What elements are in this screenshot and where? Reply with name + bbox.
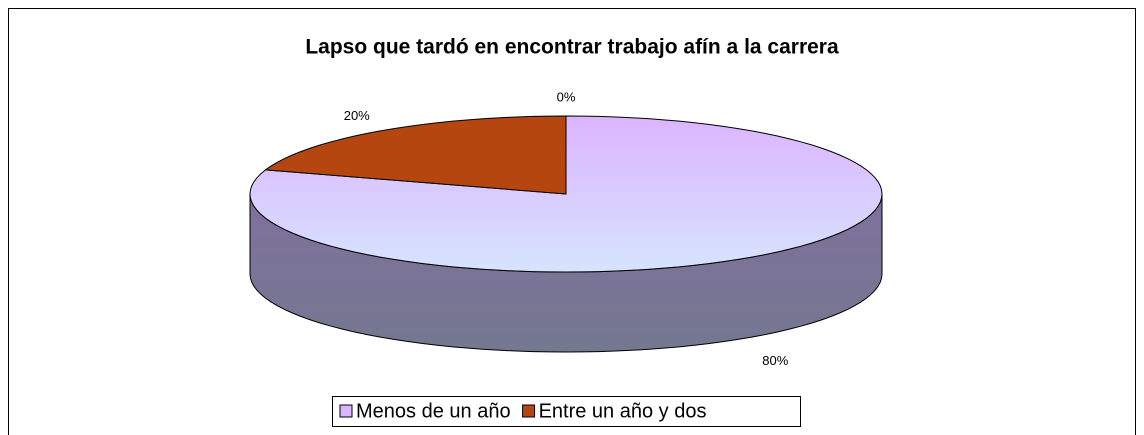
- slice: [264, 115, 567, 195]
- legend-label: Entre un año y dos: [539, 400, 707, 422]
- data-label: 0%: [557, 89, 576, 104]
- legend-label: Menos de un año: [356, 400, 511, 422]
- chart-title: Lapso que tardó en encontrar trabajo afí…: [305, 36, 839, 59]
- legend-box: [332, 396, 801, 427]
- legend-swatch: [339, 404, 353, 418]
- data-label: 20%: [344, 108, 370, 123]
- data-label: 80%: [762, 353, 788, 368]
- legend-swatch: [522, 404, 536, 418]
